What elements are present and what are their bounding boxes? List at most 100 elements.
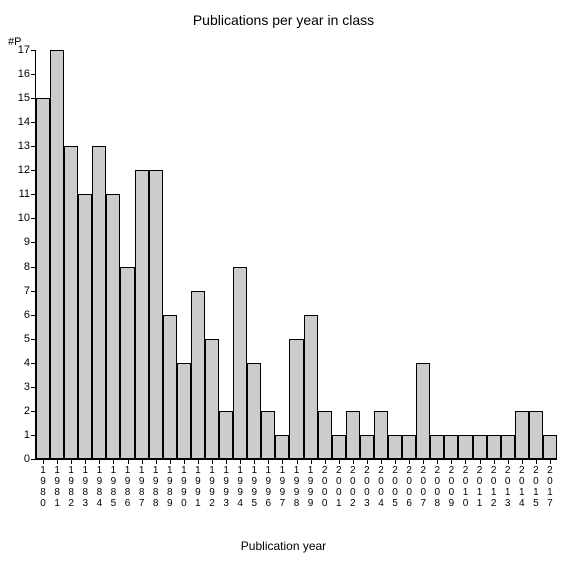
ytick-label: 2 [24, 405, 30, 417]
bar [501, 435, 515, 459]
xtick-label: 1 9 8 2 [66, 465, 76, 509]
xtick-mark [85, 459, 86, 464]
xtick-mark [184, 459, 185, 464]
bar [163, 315, 177, 459]
bar [50, 50, 64, 459]
xtick-mark [128, 459, 129, 464]
bar [346, 411, 360, 459]
xtick-label: 2 0 0 1 [334, 465, 344, 509]
ytick-label: 13 [18, 140, 30, 152]
ytick-mark [31, 50, 36, 51]
bar [473, 435, 487, 459]
xtick-mark [437, 459, 438, 464]
ytick-label: 11 [19, 188, 30, 200]
xtick-label: 1 9 8 0 [38, 465, 48, 509]
ytick-label: 0 [24, 453, 30, 465]
xtick-label: 1 9 9 4 [235, 465, 245, 509]
xtick-mark [142, 459, 143, 464]
xtick-mark [381, 459, 382, 464]
xtick-mark [297, 459, 298, 464]
bar [529, 411, 543, 459]
xtick-label: 1 9 9 6 [263, 465, 273, 509]
ytick-mark [31, 459, 36, 460]
plot-area: 012345678910111213141516171 9 8 01 9 8 1… [35, 50, 557, 460]
ytick-label: 14 [18, 116, 30, 128]
chart-container: Publications per year in class #P 012345… [0, 0, 567, 567]
bar [205, 339, 219, 459]
bar [135, 170, 149, 459]
bar [78, 194, 92, 459]
xtick-mark [508, 459, 509, 464]
xtick-label: 2 0 0 2 [348, 465, 358, 509]
xtick-mark [99, 459, 100, 464]
xtick-mark [198, 459, 199, 464]
x-axis-label: Publication year [0, 539, 567, 553]
xtick-mark [113, 459, 114, 464]
xtick-mark [550, 459, 551, 464]
bar [416, 363, 430, 459]
xtick-mark [170, 459, 171, 464]
bar [64, 146, 78, 459]
bar [444, 435, 458, 459]
bar [515, 411, 529, 459]
xtick-label: 2 0 1 5 [531, 465, 541, 509]
bar [402, 435, 416, 459]
ytick-label: 4 [24, 357, 30, 369]
bar [388, 435, 402, 459]
xtick-label: 1 9 8 5 [108, 465, 118, 509]
xtick-label: 1 9 9 9 [306, 465, 316, 509]
xtick-label: 1 9 8 1 [52, 465, 62, 509]
bar [261, 411, 275, 459]
xtick-label: 1 9 9 1 [193, 465, 203, 509]
xtick-label: 1 9 9 3 [221, 465, 231, 509]
bar [247, 363, 261, 459]
xtick-mark [226, 459, 227, 464]
bar [458, 435, 472, 459]
xtick-mark [240, 459, 241, 464]
bar [304, 315, 318, 459]
xtick-mark [423, 459, 424, 464]
ytick-label: 17 [18, 44, 30, 56]
ytick-label: 8 [24, 261, 30, 273]
bar [332, 435, 346, 459]
xtick-label: 2 0 0 0 [320, 465, 330, 509]
xtick-label: 2 0 1 0 [460, 465, 470, 509]
xtick-mark [325, 459, 326, 464]
ytick-label: 5 [24, 333, 30, 345]
bar [36, 98, 50, 459]
xtick-mark [353, 459, 354, 464]
bar [191, 291, 205, 459]
xtick-label: 2 0 0 9 [446, 465, 456, 509]
xtick-mark [311, 459, 312, 464]
xtick-mark [536, 459, 537, 464]
xtick-label: 1 9 8 7 [137, 465, 147, 509]
xtick-label: 2 0 0 6 [404, 465, 414, 509]
xtick-label: 1 9 9 5 [249, 465, 259, 509]
xtick-mark [480, 459, 481, 464]
bar [374, 411, 388, 459]
xtick-label: 2 0 1 2 [489, 465, 499, 509]
xtick-label: 1 9 9 2 [207, 465, 217, 509]
bar [360, 435, 374, 459]
ytick-mark [31, 74, 36, 75]
xtick-mark [494, 459, 495, 464]
xtick-label: 2 0 0 8 [432, 465, 442, 509]
bar [106, 194, 120, 459]
xtick-mark [367, 459, 368, 464]
xtick-mark [43, 459, 44, 464]
xtick-label: 2 0 0 4 [376, 465, 386, 509]
xtick-mark [465, 459, 466, 464]
xtick-mark [57, 459, 58, 464]
xtick-label: 1 9 9 8 [292, 465, 302, 509]
xtick-mark [268, 459, 269, 464]
chart-title: Publications per year in class [0, 12, 567, 28]
xtick-mark [282, 459, 283, 464]
xtick-label: 2 0 0 7 [418, 465, 428, 509]
bar [149, 170, 163, 459]
xtick-label: 2 0 0 3 [362, 465, 372, 509]
xtick-mark [451, 459, 452, 464]
xtick-label: 2 0 1 7 [545, 465, 555, 509]
xtick-mark [395, 459, 396, 464]
xtick-mark [71, 459, 72, 464]
xtick-label: 1 9 8 9 [165, 465, 175, 509]
